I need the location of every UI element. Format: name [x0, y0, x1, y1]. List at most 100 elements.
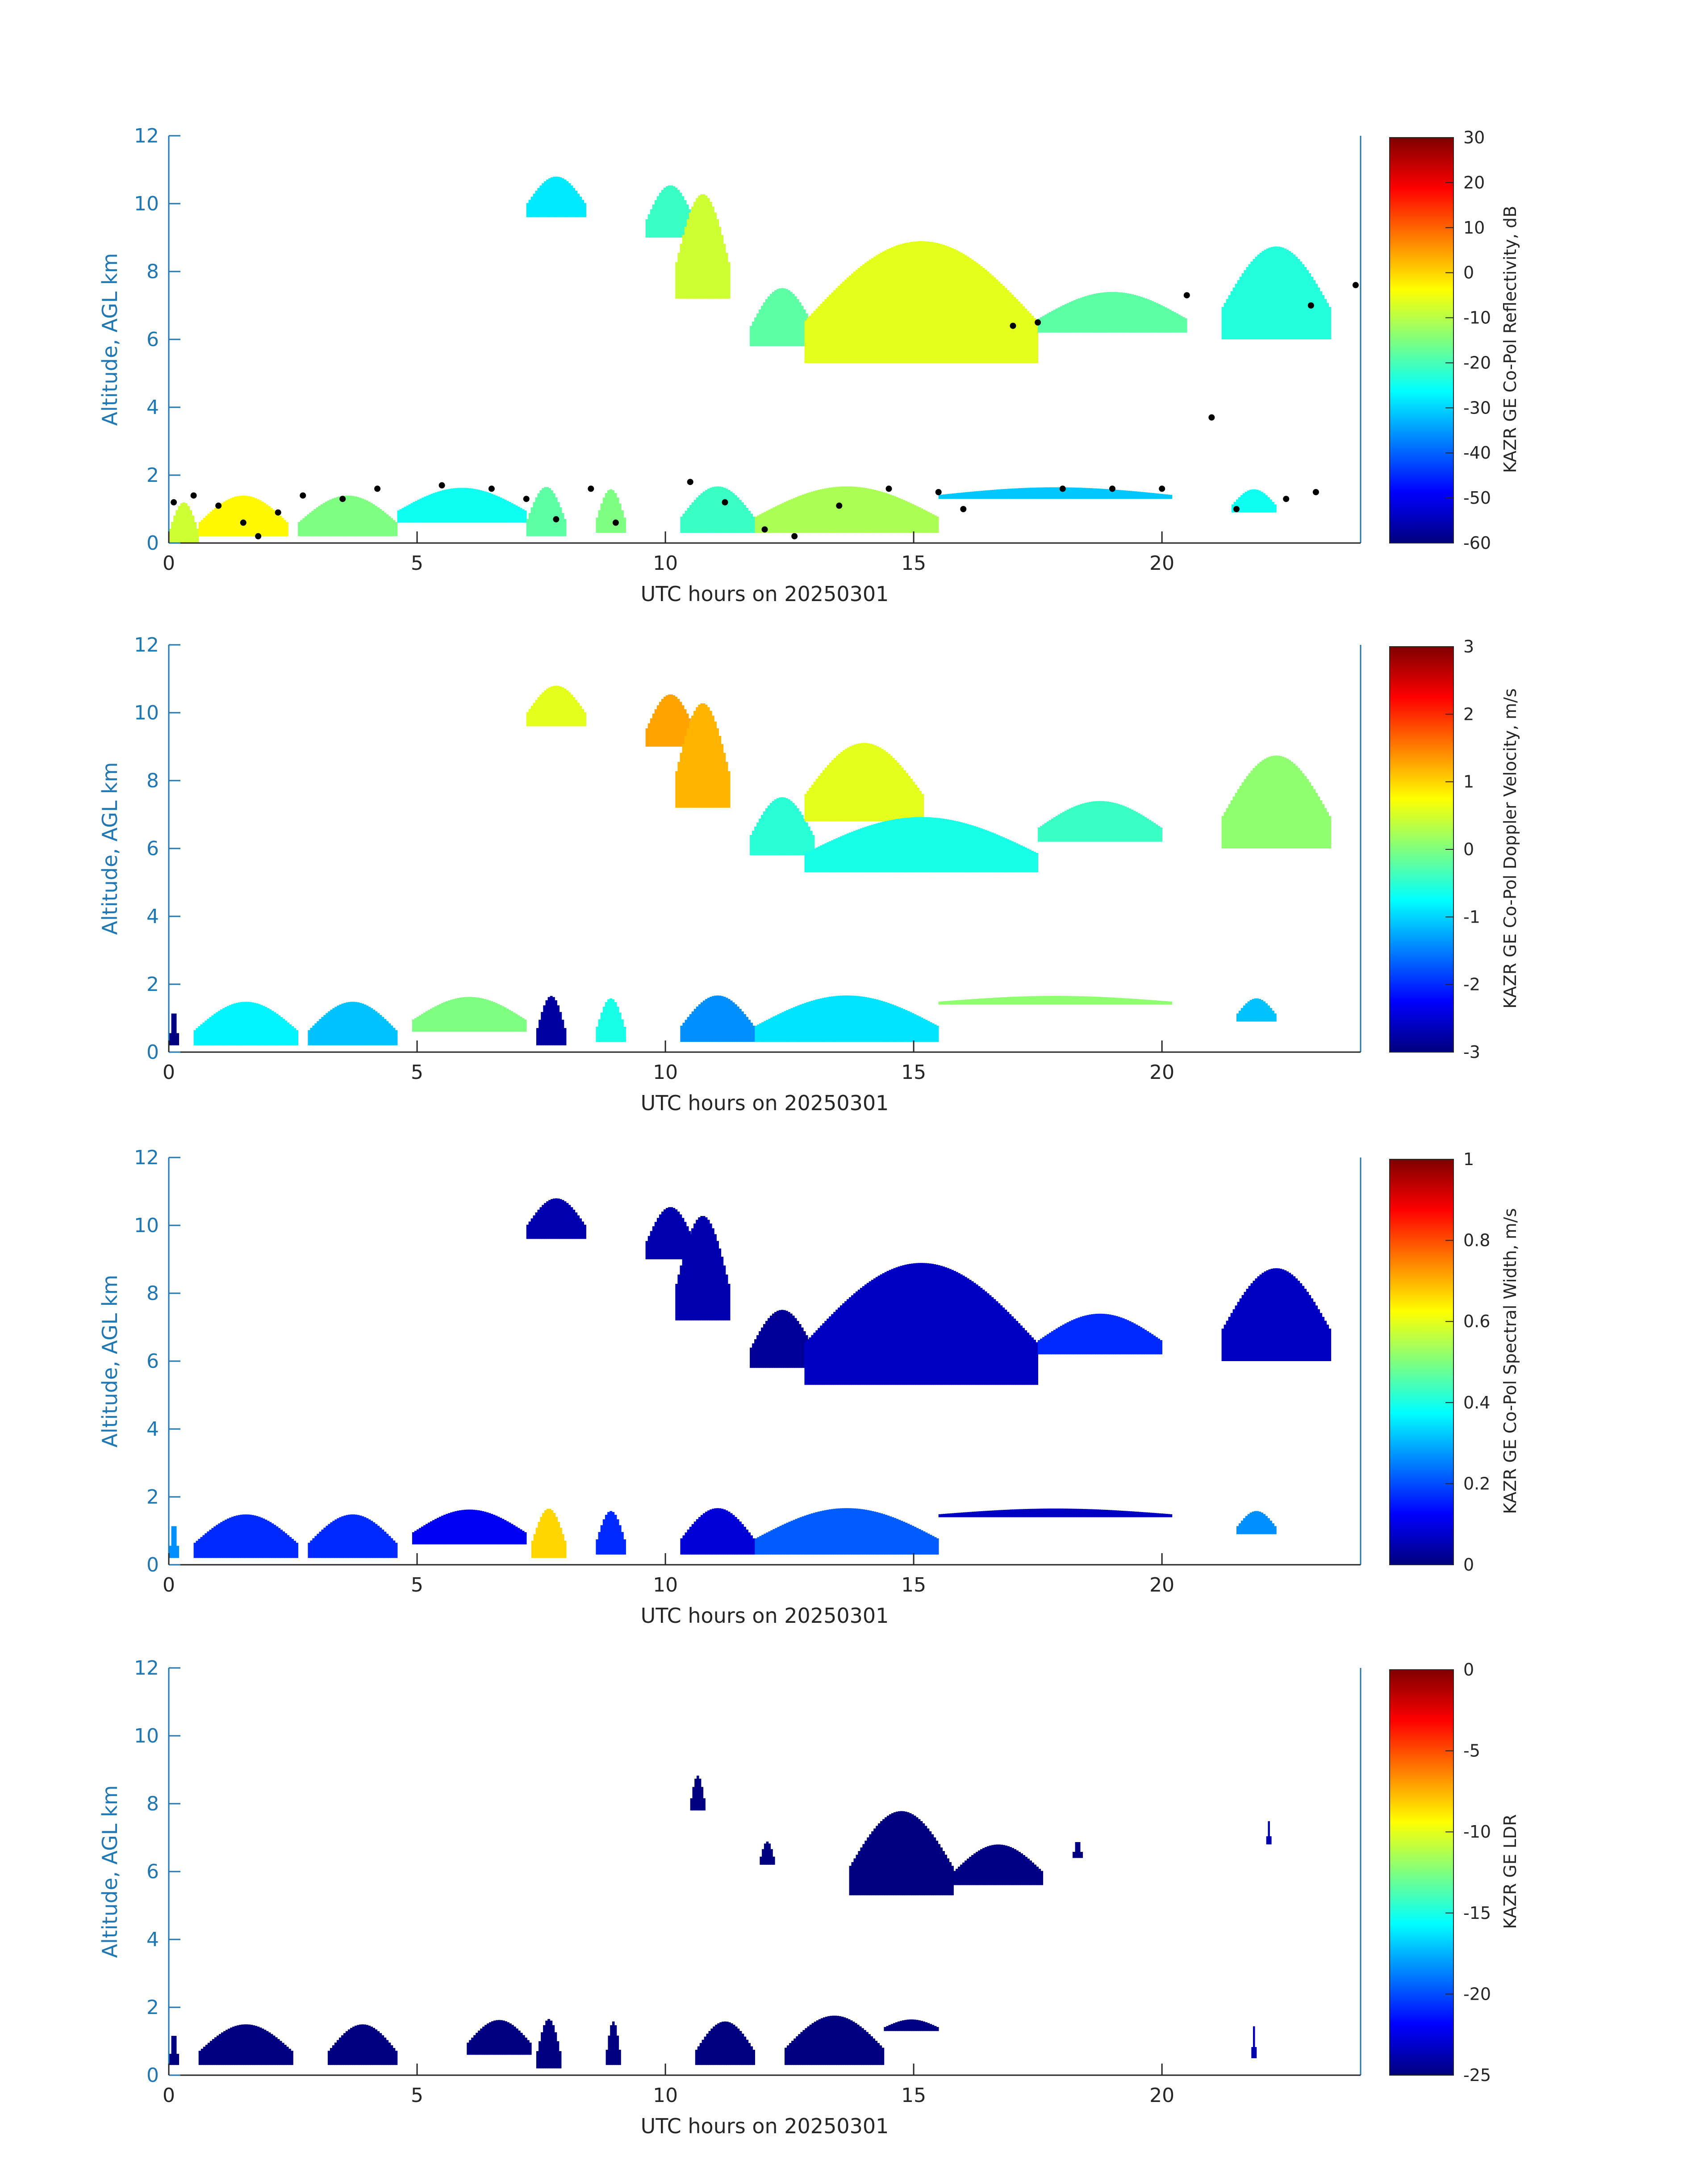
data-cell — [778, 797, 781, 856]
data-cell — [229, 1005, 232, 1045]
data-cell — [526, 203, 529, 217]
data-cell — [357, 2025, 359, 2065]
data-cell — [797, 1518, 800, 1555]
data-cell — [443, 1515, 446, 1545]
data-cell — [1005, 489, 1008, 499]
data-cell — [227, 1518, 230, 1558]
data-cell — [1047, 1334, 1049, 1354]
data-cell — [1102, 292, 1105, 333]
data-cell — [390, 1025, 393, 1045]
data-cell — [687, 1529, 690, 1555]
data-cell — [1022, 1328, 1025, 1385]
data-cell — [956, 821, 958, 873]
data-cell — [907, 1011, 910, 1042]
data-cell — [570, 1207, 573, 1239]
scatter-point — [761, 526, 768, 533]
data-cell — [1135, 812, 1138, 842]
data-cell — [906, 2019, 910, 2031]
data-cell — [668, 1207, 671, 1259]
data-cell — [621, 1019, 624, 1042]
data-cell — [1158, 304, 1161, 333]
data-cell — [863, 2030, 866, 2065]
data-cell — [957, 1273, 960, 1385]
data-cell — [712, 1508, 715, 1555]
data-cell — [390, 1538, 393, 1558]
data-cell — [605, 1002, 608, 1042]
data-cell — [1031, 1337, 1034, 1385]
data-cell — [359, 497, 362, 536]
data-cell — [705, 1512, 708, 1555]
data-cell — [559, 177, 562, 217]
data-cell — [864, 488, 867, 533]
data-region — [193, 1002, 298, 1045]
data-cell — [1101, 1509, 1103, 1517]
data-cell — [856, 269, 858, 364]
data-cell — [940, 494, 944, 499]
data-cell — [249, 1514, 252, 1558]
data-cell — [915, 241, 919, 364]
data-cell — [228, 2028, 230, 2065]
data-cell — [515, 506, 518, 523]
data-cell — [942, 1851, 945, 1896]
data-cell — [393, 1028, 396, 1045]
y-tick-label: 12 — [134, 1146, 159, 1169]
data-cell — [960, 1864, 963, 1885]
data-cell — [404, 506, 407, 523]
data-cell — [822, 489, 825, 533]
data-cell — [1148, 820, 1152, 842]
data-cell — [544, 487, 547, 536]
data-cell — [1109, 292, 1112, 333]
data-cell — [1143, 492, 1146, 499]
data-cell — [995, 1301, 998, 1385]
data-cell — [940, 1847, 943, 1896]
data-cell — [1274, 504, 1277, 513]
data-cell — [1105, 997, 1108, 1005]
data-cell — [557, 685, 560, 727]
data-cell — [945, 494, 948, 499]
data-cell — [1122, 1318, 1125, 1354]
data-cell — [1080, 1316, 1083, 1354]
data-cell — [1029, 996, 1032, 1005]
data-cell — [741, 1524, 744, 1555]
data-cell — [281, 518, 284, 536]
data-cell — [1058, 487, 1061, 499]
data-cell — [774, 1312, 777, 1368]
data-cell — [1118, 1510, 1121, 1517]
data-cell — [958, 1867, 960, 1885]
data-cell — [804, 1515, 807, 1555]
data-cell — [944, 245, 947, 364]
data-cell — [969, 824, 972, 873]
data-cell — [816, 2020, 819, 2065]
data-cell — [1002, 1307, 1005, 1385]
data-cell — [923, 1019, 926, 1042]
data-cell — [812, 835, 815, 856]
data-cell — [873, 1828, 876, 1896]
data-cell — [487, 2023, 489, 2055]
data-cell — [437, 1005, 439, 1032]
data-cell — [703, 1513, 706, 1555]
data-cell — [974, 999, 977, 1005]
data-cell — [375, 1011, 378, 1045]
data-cell — [694, 1779, 697, 1811]
data-cell — [650, 209, 653, 238]
data-cell — [325, 501, 328, 536]
data-cell — [541, 1012, 544, 1045]
data-cell — [564, 1201, 567, 1239]
data-cell — [791, 2040, 794, 2065]
data-cell — [434, 1519, 437, 1545]
data-cell — [1258, 490, 1261, 513]
data-cell — [940, 1266, 943, 1385]
data-cell — [223, 501, 226, 536]
data-cell — [455, 998, 457, 1032]
data-cell — [1311, 1298, 1314, 1361]
data-cell — [366, 1518, 369, 1558]
data-cell — [495, 1516, 498, 1545]
data-cell — [982, 1848, 985, 1885]
data-cell — [1279, 756, 1282, 848]
data-cell — [902, 1265, 905, 1385]
data-cell — [504, 1007, 507, 1032]
data-cell — [1022, 306, 1025, 364]
data-cell — [1263, 1514, 1265, 1534]
data-cell — [270, 2034, 273, 2065]
data-cell — [675, 697, 678, 747]
